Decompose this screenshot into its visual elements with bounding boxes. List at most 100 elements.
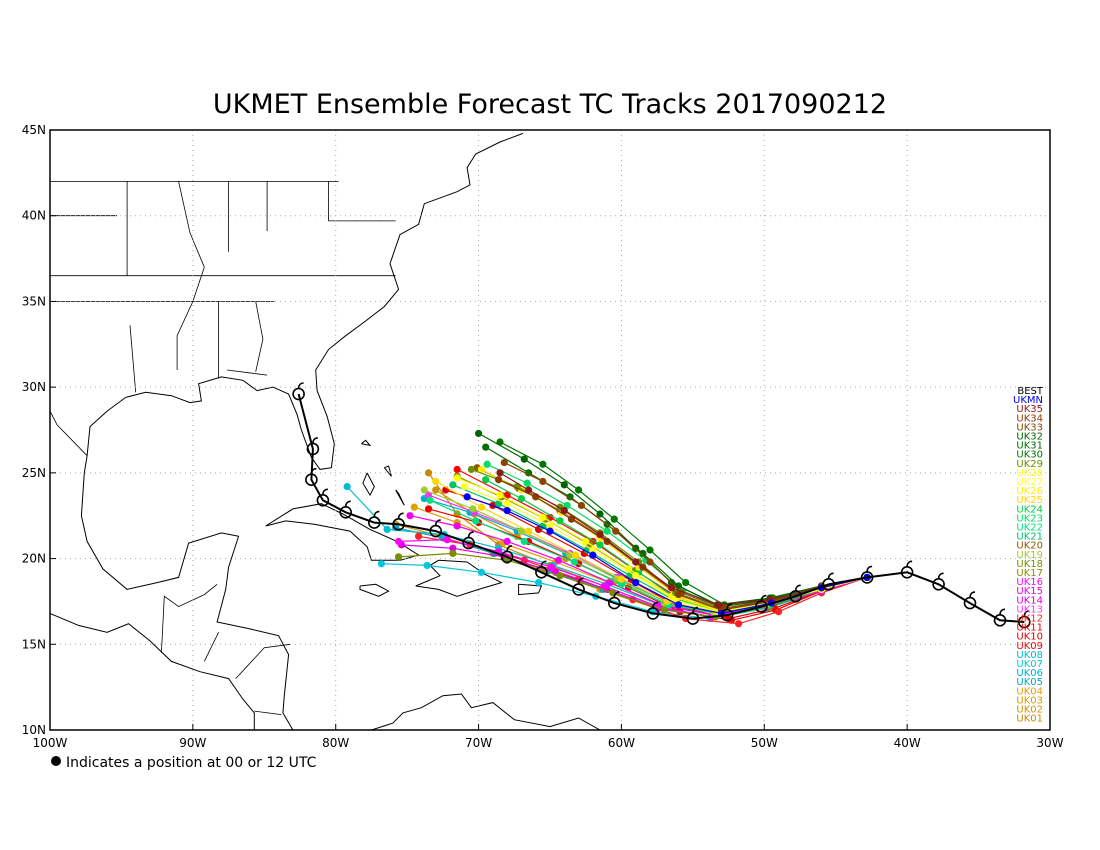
- border-line: [176, 181, 205, 370]
- footnote: Indicates a position at 00 or 12 UTC: [66, 755, 317, 771]
- track-point: [414, 532, 423, 540]
- track-point: [477, 568, 486, 576]
- legend-uk01: UK01: [1016, 714, 1043, 725]
- chart-title: UKMET Ensemble Forecast TC Tracks 201709…: [213, 89, 887, 120]
- track-point: [714, 601, 723, 609]
- track-point: [639, 549, 647, 558]
- track-point: [596, 541, 604, 549]
- track-point: [423, 561, 431, 570]
- track-point: [667, 584, 676, 592]
- track-point: [453, 465, 461, 474]
- y-tick-label: 10N: [22, 723, 46, 737]
- track-point: [539, 477, 547, 486]
- track-point: [539, 460, 547, 468]
- track-point: [496, 469, 504, 477]
- hurricane-symbol-icon: [993, 608, 1007, 627]
- track-point: [682, 578, 690, 587]
- hurricane-symbol-icon: [306, 437, 320, 456]
- track-point: [449, 549, 457, 558]
- track-point: [477, 465, 486, 474]
- track-point: [524, 486, 533, 494]
- y-tick-label: 30N: [22, 380, 46, 394]
- legend-uk20: UK20: [1016, 541, 1043, 552]
- legend-uk18: UK18: [1016, 559, 1043, 570]
- track-line: [381, 563, 868, 620]
- border-line: [203, 632, 219, 662]
- y-tick-label: 35N: [22, 294, 46, 308]
- legend-uk09: UK09: [1016, 641, 1043, 652]
- legend-uk14: UK14: [1016, 595, 1043, 606]
- legend-uk13: UK13: [1016, 604, 1043, 615]
- track-line: [445, 489, 868, 620]
- track-point: [503, 537, 511, 546]
- track-point: [617, 580, 626, 588]
- y-tick-label: 25N: [22, 466, 46, 480]
- hurricane-symbol-icon: [305, 467, 318, 486]
- legend-uk16: UK16: [1016, 577, 1043, 588]
- track-point: [449, 544, 457, 552]
- hurricane-symbol-icon: [963, 591, 977, 610]
- track-point: [554, 556, 563, 564]
- track-point: [546, 522, 554, 530]
- track-point: [567, 515, 576, 523]
- track-point: [612, 527, 620, 535]
- track-point: [596, 510, 604, 518]
- best-track-line: [297, 393, 1025, 623]
- track-point: [660, 606, 668, 614]
- x-tick-label: 50W: [751, 736, 778, 750]
- track-point: [556, 517, 564, 525]
- track-point: [482, 443, 490, 451]
- hurricane-symbol-icon: [316, 488, 330, 507]
- track-point: [560, 481, 568, 489]
- legend-uk05: UK05: [1016, 677, 1043, 688]
- x-tick-label: 100W: [33, 736, 68, 750]
- track-point: [472, 517, 480, 525]
- legend-uk08: UK08: [1016, 650, 1043, 661]
- track-point: [494, 500, 503, 508]
- hurricane-symbol-icon: [292, 382, 305, 401]
- bahamas-2: [362, 472, 375, 497]
- legend-uk06: UK06: [1016, 668, 1043, 679]
- hurricane-symbol-icon: [607, 591, 621, 610]
- track-point: [734, 620, 743, 628]
- track-point: [606, 578, 614, 587]
- x-tick-label: 60W: [608, 736, 635, 750]
- legend-uk24: UK24: [1016, 504, 1043, 515]
- track-point: [539, 522, 547, 530]
- track-point: [500, 458, 508, 467]
- track-point: [503, 491, 511, 499]
- legend-uk11: UK11: [1016, 623, 1043, 634]
- legend-best: BEST: [1017, 386, 1044, 397]
- legend-uk27: UK27: [1016, 477, 1043, 488]
- track-point: [424, 469, 433, 477]
- map-frame: [49, 129, 1051, 731]
- border-line: [255, 301, 264, 372]
- legend-uk31: UK31: [1016, 441, 1043, 452]
- y-tick-label: 40N: [22, 209, 46, 223]
- y-tick-label: 20N: [22, 552, 46, 566]
- border-line: [235, 643, 291, 679]
- x-tick-label: 40W: [894, 736, 921, 750]
- track-point: [420, 486, 428, 494]
- track-point: [727, 616, 736, 624]
- x-tick-label: 70W: [465, 736, 492, 750]
- y-axis-ticks: 10N 15N 20N 25N 30N 35N 40N 45N: [22, 123, 56, 737]
- bahamas-4: [395, 489, 405, 506]
- track-point: [520, 455, 528, 463]
- legend-uk33: UK33: [1016, 422, 1043, 433]
- legend-uk02: UK02: [1016, 705, 1043, 716]
- track-point: [547, 563, 556, 571]
- track-point: [394, 553, 403, 561]
- coastlines: [50, 132, 601, 730]
- track-point: [467, 465, 476, 474]
- border-line: [50, 410, 88, 456]
- x-tick-label: 80W: [322, 736, 349, 750]
- track-point: [377, 560, 386, 568]
- position-dot-icon: [51, 756, 61, 766]
- track-point: [603, 537, 611, 546]
- legend-uk32: UK32: [1016, 432, 1043, 443]
- track-point: [610, 515, 618, 523]
- border-line: [254, 710, 282, 715]
- hurricane-symbol-icon: [686, 606, 700, 625]
- track-point: [426, 496, 434, 504]
